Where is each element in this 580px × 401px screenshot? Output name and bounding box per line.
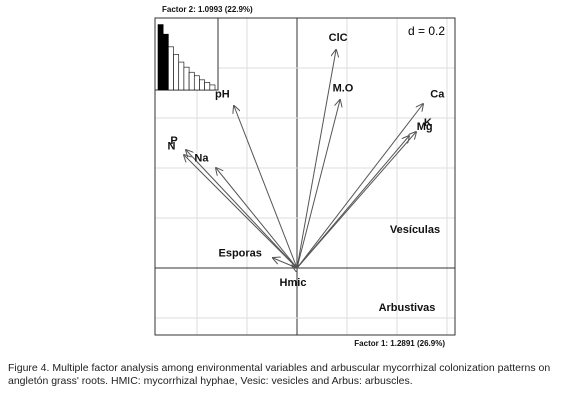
arrow-label: ClC: [329, 32, 348, 44]
arrow: [296, 50, 336, 269]
arrow: [216, 168, 298, 269]
inset-bar: [209, 84, 216, 91]
group-label: Vesículas: [390, 224, 440, 236]
inset-bar: [162, 33, 169, 91]
y-axis-label: Factor 2: 1.0993 (22.9%): [162, 5, 253, 14]
inset-bar: [168, 46, 174, 91]
chart: Factor 2: 1.0993 (22.9%) Factor 1: 1.289…: [154, 5, 456, 348]
scale-label: d = 0.2: [408, 24, 445, 38]
caption: Figure 4. Multiple factor analysis among…: [8, 362, 551, 387]
arrow-label: Ca: [430, 88, 445, 100]
arrow-label: pH: [215, 89, 230, 101]
inset-bar: [193, 75, 200, 91]
inset-bar: [178, 61, 185, 91]
inset-bar: [183, 66, 190, 91]
inset-bar: [157, 24, 164, 91]
group-label: Arbustivas: [379, 302, 436, 314]
arrow: [184, 155, 298, 269]
arrow-label: M.O: [333, 82, 354, 94]
inset-bar: [204, 82, 211, 91]
arrow-label: P: [170, 135, 177, 147]
arrow: [234, 106, 298, 269]
inset-bar: [173, 54, 180, 91]
arrow: [296, 104, 423, 269]
arrow: [292, 266, 297, 269]
x-axis-label: Factor 1: 1.2891 (26.9%): [354, 339, 445, 348]
inset-bar: [188, 71, 195, 91]
arrow: [296, 100, 340, 269]
inset-bar: [199, 79, 205, 91]
arrow-label: K: [424, 117, 432, 129]
arrow-label: Hmic: [280, 277, 307, 289]
arrow-label: Na: [194, 153, 209, 165]
plot-frame: [154, 17, 456, 336]
arrow: [186, 150, 298, 269]
arrow: [296, 132, 416, 269]
arrow-label: Mg: [417, 121, 433, 133]
arrow-label: N: [168, 140, 176, 152]
arrow-label: Esporas: [219, 247, 262, 259]
